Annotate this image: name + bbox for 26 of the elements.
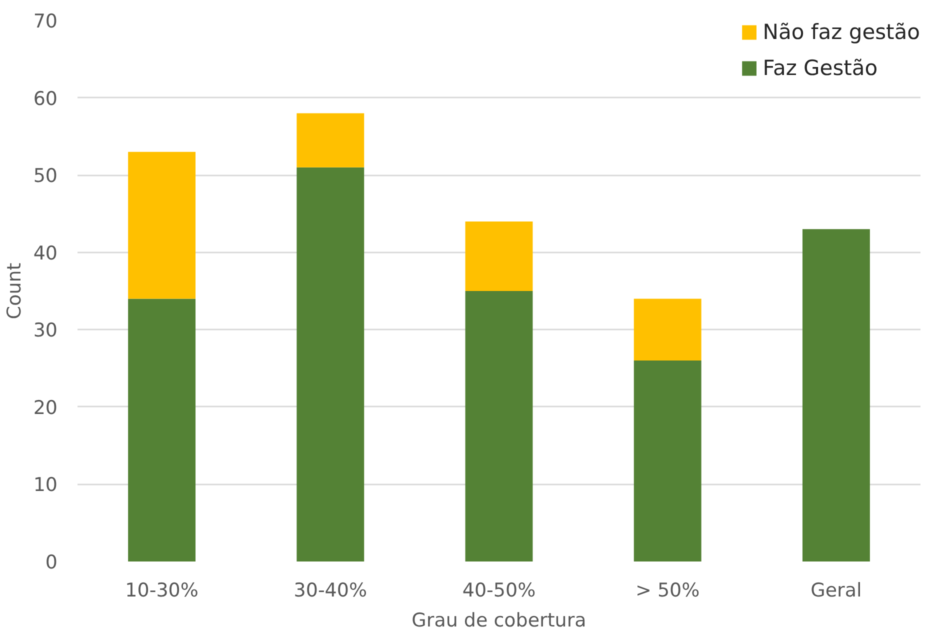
bar — [128, 152, 196, 299]
y-axis-title: Count — [3, 262, 26, 320]
y-tick-label: 10 — [33, 474, 58, 496]
y-tick-label: 60 — [33, 88, 58, 110]
bar — [802, 229, 870, 562]
y-tick-label: 0 — [45, 552, 58, 574]
y-tick-label: 50 — [33, 165, 58, 188]
x-tick-label: 30-40% — [294, 580, 368, 602]
x-tick-label: 40-50% — [462, 580, 536, 602]
y-tick-label: 70 — [33, 10, 58, 32]
x-tick-label: 10-30% — [125, 580, 198, 602]
bar — [634, 360, 702, 562]
bar — [296, 113, 364, 168]
bar — [296, 167, 364, 562]
x-axis-title: Grau de cobertura — [412, 610, 586, 632]
bar — [465, 221, 533, 291]
y-tick-label: 40 — [33, 242, 58, 264]
y-tick-label: 30 — [33, 320, 58, 342]
legend-label: Não faz gestão — [762, 20, 920, 44]
bar — [634, 298, 702, 361]
legend-label: Faz Gestão — [762, 56, 878, 80]
x-tick-label: > 50% — [636, 580, 700, 602]
y-tick-label: 20 — [33, 396, 58, 419]
bar — [128, 298, 196, 562]
x-tick-label: Geral — [810, 580, 862, 602]
bar — [465, 291, 533, 562]
